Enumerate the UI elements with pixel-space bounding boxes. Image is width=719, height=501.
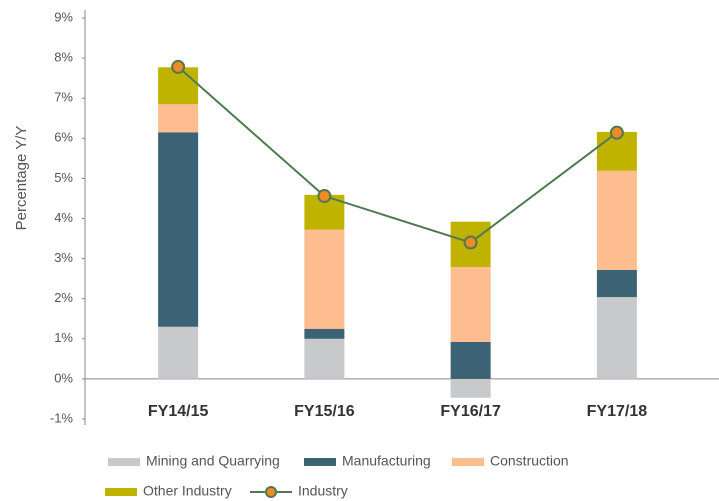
- bar-segment: [450, 342, 491, 379]
- y-tick-label: 3%: [54, 250, 73, 265]
- bar-segment: [304, 338, 345, 379]
- legend-swatch: [304, 458, 336, 466]
- legend-label: Industry: [298, 483, 348, 499]
- y-tick-label: 2%: [54, 290, 73, 305]
- bar-segment: [450, 378, 491, 398]
- legend-swatch: [108, 458, 140, 466]
- bar-segment: [304, 229, 345, 329]
- line-marker: [171, 59, 186, 74]
- x-tick-label: FY16/17: [440, 403, 501, 420]
- x-tick-label: FY14/15: [148, 403, 209, 420]
- bar-segment: [158, 132, 199, 327]
- bar-segment: [596, 297, 637, 379]
- y-axis-label: Percentage Y/Y: [13, 126, 30, 231]
- y-tick-label: 7%: [54, 90, 73, 105]
- bar-segment: [158, 104, 199, 133]
- y-tick-label: 8%: [54, 50, 73, 65]
- y-tick-label: 4%: [54, 210, 73, 225]
- y-tick-label: 6%: [54, 130, 73, 145]
- legend-marker: [265, 486, 277, 498]
- legend-label: Construction: [490, 453, 569, 469]
- x-tick-label: FY15/16: [294, 403, 355, 420]
- legend-label: Manufacturing: [342, 453, 431, 469]
- y-tick-label: 5%: [54, 170, 73, 185]
- legend-label: Other Industry: [143, 483, 232, 499]
- legend-swatch: [105, 488, 137, 496]
- bar-segment: [304, 328, 345, 339]
- legend-swatch: [452, 458, 484, 466]
- x-tick-label: FY17/18: [587, 403, 648, 420]
- bar-segment: [596, 170, 637, 270]
- line-marker: [317, 189, 332, 204]
- bar-segment: [596, 269, 637, 298]
- line-marker: [609, 125, 624, 140]
- legend-label: Mining and Quarrying: [146, 453, 280, 469]
- y-tick-label: 0%: [54, 370, 73, 385]
- line-marker: [463, 235, 478, 250]
- y-tick-label: 9%: [54, 9, 73, 24]
- y-tick-label: -1%: [50, 410, 74, 425]
- y-tick-label: 1%: [54, 330, 73, 345]
- bar-segment: [450, 267, 491, 343]
- bar-segment: [158, 326, 199, 379]
- line: [177, 66, 618, 244]
